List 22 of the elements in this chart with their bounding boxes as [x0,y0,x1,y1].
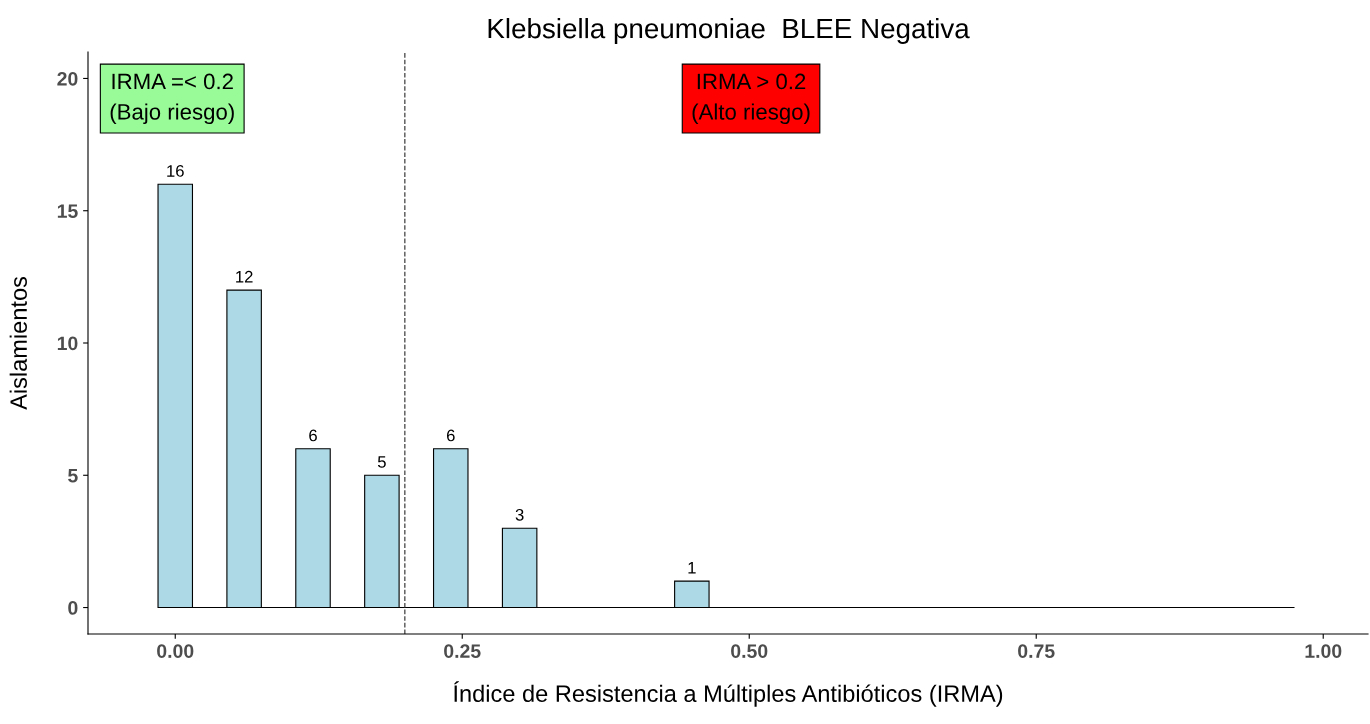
annotation: IRMA > 0.2 (Alto riesgo) [692,73,810,125]
data-label: 12 [236,270,253,283]
x-tick-label: 0.75 [1018,644,1055,658]
x-tick-label: 1.00 [1305,644,1342,658]
y-tick-label: 20 [57,71,78,86]
y-tick-label: 5 [68,468,78,483]
x-tick-label: 0.25 [444,644,481,658]
x-tick-label: 0.50 [731,644,768,658]
data-label: 3 [515,508,524,521]
data-label: 6 [446,429,455,442]
data-label: 16 [167,165,184,177]
y-tick-label: 0 [68,601,78,615]
data-label: 6 [309,429,317,442]
chart-title: Klebsiella pneumoniae BLEE Negativa [488,17,970,44]
y-tick-label: 15 [57,204,78,218]
y-axis-title: Aislamientos [9,276,27,410]
y-tick-label: 10 [57,336,78,351]
data-label: 1 [688,562,696,574]
x-axis-title: Índice de Resistencia a Múltiples Antibióticos (IRMA) [454,681,1003,707]
x-tick-label: 0.00 [157,644,194,658]
data-label: 5 [377,456,386,468]
annotation: IRMA =< 0.2 (Bajo riesgo) [110,73,234,125]
